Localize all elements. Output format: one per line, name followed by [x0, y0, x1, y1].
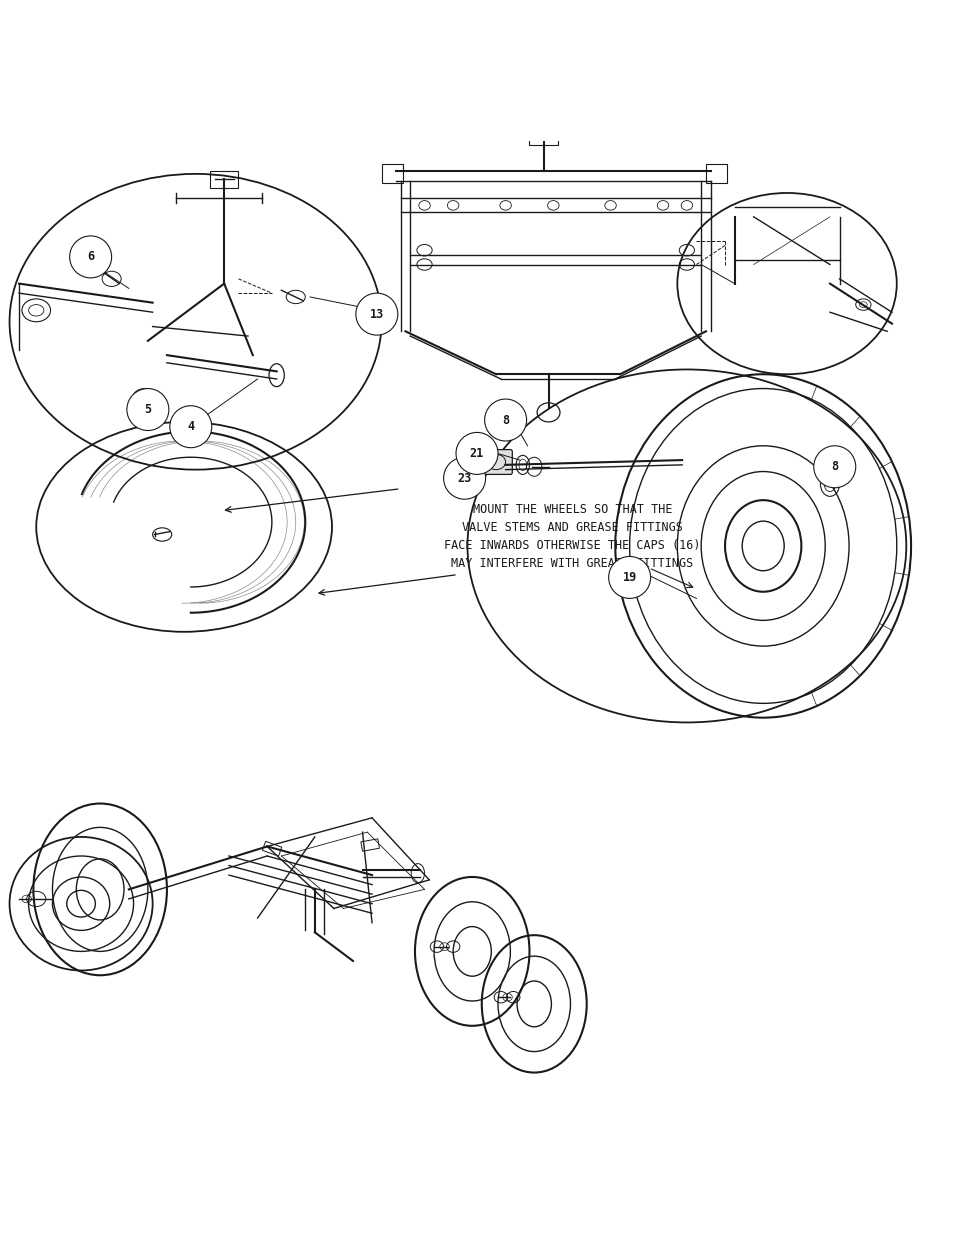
- Circle shape: [170, 406, 212, 448]
- Circle shape: [813, 446, 855, 488]
- Bar: [705, 164, 726, 184]
- Circle shape: [443, 457, 485, 499]
- Text: 6: 6: [87, 251, 94, 263]
- Text: 13: 13: [370, 308, 383, 321]
- Circle shape: [355, 293, 397, 335]
- Bar: [360, 839, 379, 851]
- Text: 8: 8: [830, 461, 838, 473]
- Circle shape: [608, 557, 650, 599]
- Circle shape: [70, 236, 112, 278]
- Bar: [381, 164, 402, 184]
- Text: 5: 5: [144, 403, 152, 416]
- Circle shape: [456, 432, 497, 474]
- Text: 23: 23: [457, 472, 471, 484]
- FancyBboxPatch shape: [479, 450, 512, 474]
- Text: 21: 21: [470, 447, 483, 459]
- Circle shape: [484, 399, 526, 441]
- Bar: [529, 133, 558, 146]
- Text: 8: 8: [501, 414, 509, 426]
- Bar: [210, 170, 238, 188]
- Bar: [262, 841, 281, 856]
- Circle shape: [127, 389, 169, 431]
- Text: 19: 19: [622, 571, 636, 584]
- Text: MOUNT THE WHEELS SO THAT THE
VALVE STEMS AND GREASE FITTINGS
FACE INWARDS OTHERW: MOUNT THE WHEELS SO THAT THE VALVE STEMS…: [444, 503, 700, 569]
- Text: 4: 4: [187, 420, 194, 433]
